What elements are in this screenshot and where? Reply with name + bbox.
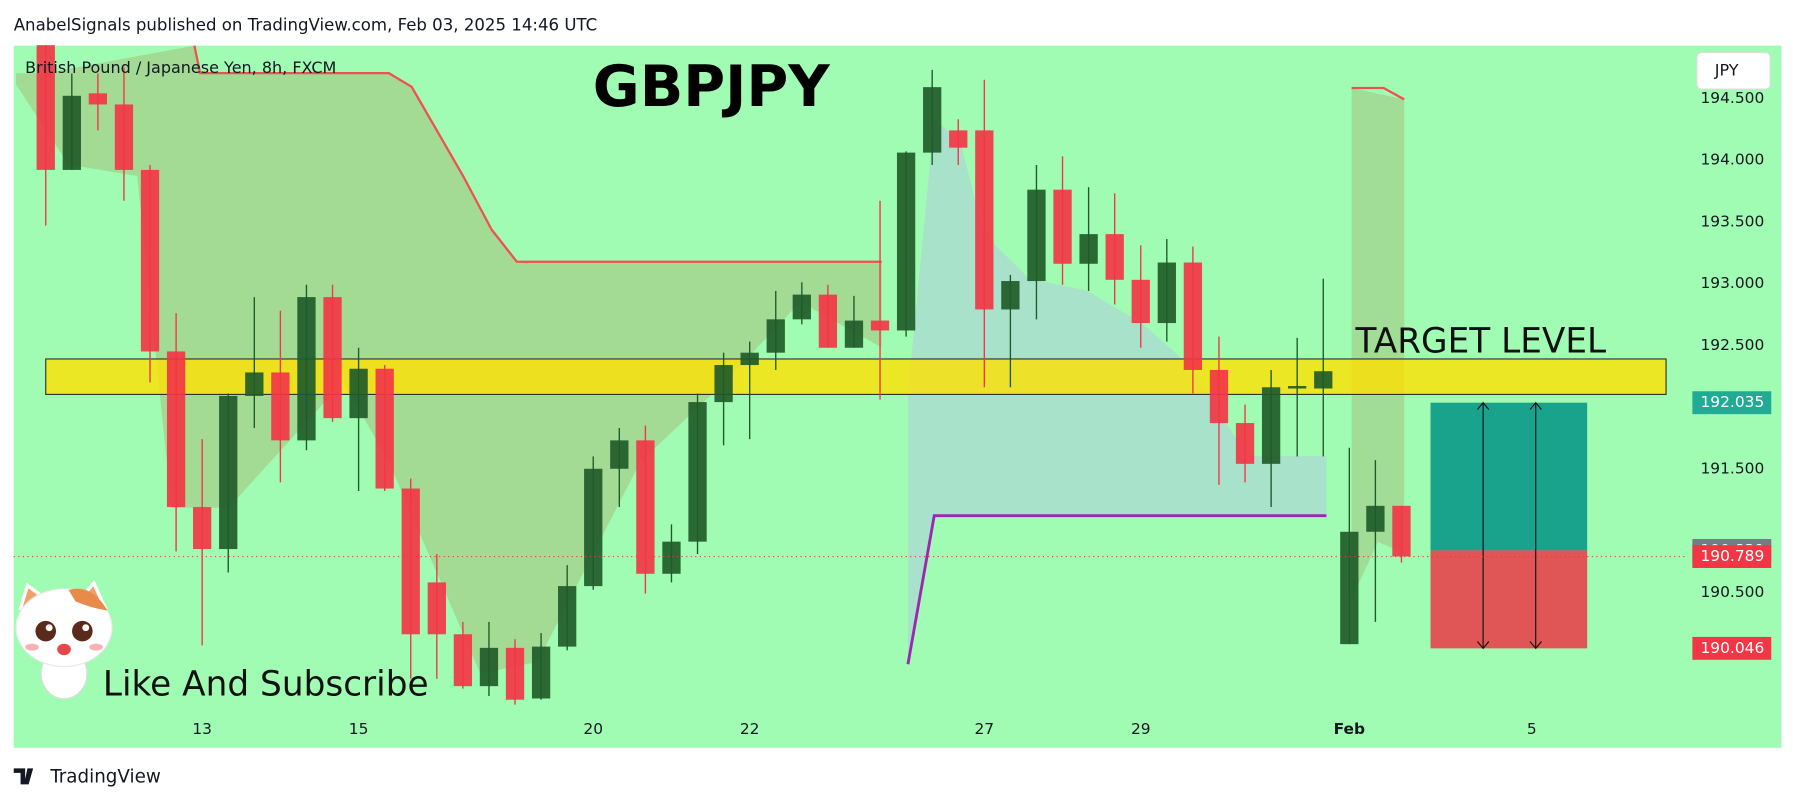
candle-body — [297, 297, 316, 441]
candle-body — [818, 294, 838, 348]
candle-body — [245, 372, 264, 396]
candle-body — [427, 582, 446, 635]
x-tick-label: 22 — [740, 720, 760, 738]
candle-body — [792, 294, 811, 320]
candle-body — [740, 352, 759, 366]
price-label: 192.035 — [1701, 393, 1765, 411]
candle-body — [714, 365, 733, 403]
indicator-line — [906, 514, 1327, 665]
x-tick-label: 20 — [583, 720, 603, 738]
candle-body — [844, 320, 864, 348]
candle-body — [453, 634, 473, 687]
candle-body — [558, 586, 577, 647]
candle-body — [166, 351, 186, 508]
candle-body — [1261, 387, 1281, 464]
candle-body — [610, 440, 629, 469]
candle-body — [36, 45, 55, 170]
candle-body — [193, 507, 212, 550]
y-tick-label: 194.000 — [1701, 151, 1765, 169]
x-tick-label: 5 — [1527, 720, 1537, 738]
indicator-line — [193, 45, 882, 263]
footer-brand: TradingView — [49, 766, 161, 787]
candle-body — [766, 319, 785, 353]
arrow-head — [1476, 401, 1490, 410]
candle-body — [1209, 369, 1229, 424]
candle-body — [1053, 189, 1072, 264]
candle-body — [1131, 279, 1150, 324]
arrow-head — [1529, 641, 1542, 650]
candle-body — [271, 372, 290, 441]
candle-body — [923, 87, 942, 153]
price-label: 190.046 — [1701, 639, 1765, 657]
price-label-box — [1692, 636, 1772, 660]
candle-body — [584, 468, 603, 587]
currency-label: JPY — [1714, 60, 1739, 79]
subscribe-label: Like And Subscribe — [103, 665, 429, 705]
candle-body — [114, 104, 134, 170]
price-label-box — [1692, 391, 1772, 415]
candle-body — [1235, 423, 1255, 464]
target-zone — [45, 358, 1667, 395]
candle-body — [662, 541, 681, 574]
target-label: TARGET LEVEL — [1354, 321, 1606, 361]
chart-title: GBPJPY — [593, 54, 831, 120]
price-label-box — [1692, 545, 1772, 569]
y-tick-label: 194.500 — [1701, 89, 1765, 107]
candle-body — [219, 395, 238, 550]
currency-button[interactable] — [1696, 51, 1771, 90]
candle-body — [1027, 189, 1046, 282]
x-tick-label: Feb — [1334, 720, 1365, 738]
position-loss-zone — [1430, 550, 1588, 649]
y-tick-label: 190.500 — [1701, 583, 1765, 601]
candle-body — [636, 440, 655, 574]
candle-body — [1157, 262, 1176, 324]
candle-body — [688, 402, 707, 542]
price-label: 190.789 — [1701, 547, 1765, 565]
candle-body — [1079, 234, 1098, 264]
symbol-description: British Pound / Japanese Yen, 8h, FXCM — [25, 58, 336, 77]
indicator-line — [1351, 86, 1405, 101]
candle-body — [479, 647, 499, 687]
candle-body — [323, 297, 342, 419]
candles — [36, 45, 1411, 705]
candle-body — [1314, 371, 1333, 389]
publish-header: AnabelSignals published on TradingView.c… — [14, 16, 597, 35]
candle-body — [870, 320, 890, 331]
candle-body — [62, 95, 81, 170]
candle-body — [140, 169, 160, 352]
tradingview-logo — [13, 768, 34, 785]
y-tick-label: 192.500 — [1701, 336, 1765, 354]
y-tick-label: 193.500 — [1701, 212, 1765, 230]
indicator-cloud — [1351, 87, 1405, 600]
arrow-head — [1529, 401, 1542, 410]
x-tick-label: 15 — [349, 720, 369, 738]
candle-body — [975, 130, 994, 310]
x-tick-label: 27 — [975, 720, 995, 738]
cat-sticker — [15, 579, 113, 700]
arrow-head — [1476, 641, 1490, 650]
position-profit-zone — [1430, 402, 1588, 551]
candle-body — [949, 130, 968, 148]
candle-body — [88, 93, 108, 105]
candle-body — [531, 646, 551, 699]
x-tick-label: 13 — [192, 720, 212, 738]
candle-body — [1105, 234, 1124, 280]
candle-body — [896, 152, 916, 331]
candle-body — [1392, 505, 1411, 557]
candle-body — [505, 647, 525, 700]
candle-body — [1340, 531, 1359, 645]
candle-body — [375, 368, 394, 489]
y-tick-label: 191.500 — [1701, 459, 1765, 477]
candle-body — [1183, 262, 1203, 370]
candle-body — [1288, 386, 1307, 389]
candle-body — [1001, 281, 1020, 310]
candle-body — [1366, 505, 1385, 532]
candle-body — [401, 488, 420, 635]
x-tick-label: 29 — [1131, 720, 1151, 738]
candle-body — [349, 368, 368, 419]
y-tick-label: 193.000 — [1701, 274, 1765, 292]
